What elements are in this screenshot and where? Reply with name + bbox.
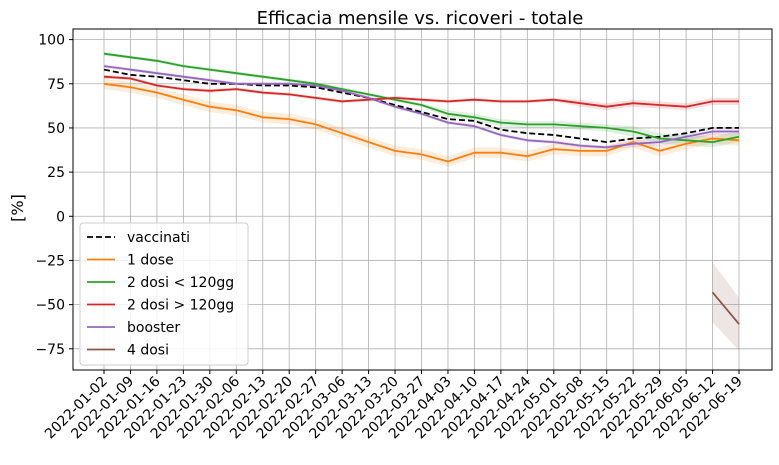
y-tick-label: 50 bbox=[47, 121, 65, 137]
y-tick-label: 0 bbox=[56, 209, 65, 225]
y-tick-label: −25 bbox=[35, 253, 65, 269]
y-tick-label: 75 bbox=[47, 77, 65, 93]
band-booster bbox=[104, 64, 739, 150]
plot-frame bbox=[72, 28, 773, 371]
series-lines bbox=[103, 52, 740, 325]
legend-label: 1 dose bbox=[127, 253, 174, 269]
series-line-1-dose bbox=[103, 82, 740, 163]
y-tick-label: −75 bbox=[35, 342, 65, 358]
series-line-4-dosi bbox=[711, 291, 740, 325]
legend-label: 4 dosi bbox=[127, 343, 169, 359]
y-axis-label: [%] bbox=[8, 194, 27, 222]
chart-title: Efficacia mensile vs. ricoveri - totale bbox=[257, 8, 584, 29]
y-tick-label: 100 bbox=[38, 33, 65, 49]
series-line-2-dosi-120gg bbox=[103, 52, 740, 143]
series-line-booster bbox=[103, 65, 739, 149]
legend-box bbox=[79, 222, 249, 366]
series-line-vaccinati bbox=[103, 68, 739, 143]
y-tick-label: 25 bbox=[47, 165, 65, 181]
legend-label: booster bbox=[127, 320, 180, 336]
legend-label: 2 dosi < 120gg bbox=[127, 275, 234, 291]
y-tick-label: −50 bbox=[35, 298, 65, 314]
band-2-dosi-120gg bbox=[104, 74, 739, 111]
band-4-dosi bbox=[712, 262, 739, 351]
legend: vaccinati 1 dose 2 dosi < 120gg 2 dosi > 12… bbox=[79, 222, 249, 366]
legend-label: 2 dosi > 120gg bbox=[127, 298, 234, 314]
legend-label: vaccinati bbox=[127, 230, 190, 246]
series-line-2-dosi-120gg bbox=[103, 75, 739, 108]
band-1-dose bbox=[104, 78, 739, 167]
